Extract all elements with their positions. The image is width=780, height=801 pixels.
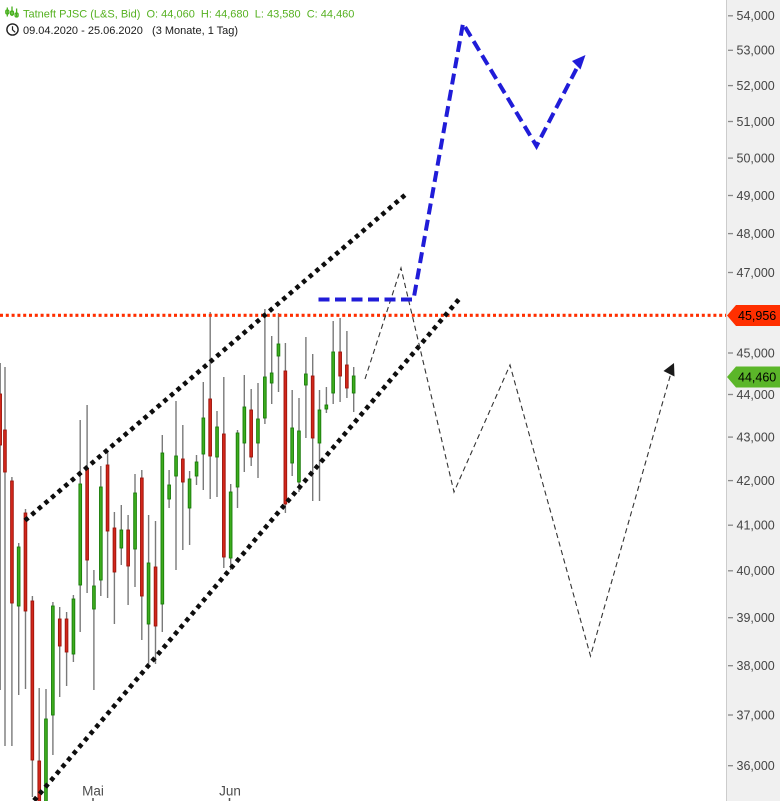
- svg-text:45,956: 45,956: [738, 309, 776, 323]
- svg-text:44,460: 44,460: [738, 371, 776, 385]
- svg-text:47,000: 47,000: [737, 266, 775, 280]
- svg-text:38,000: 38,000: [737, 659, 775, 673]
- svg-text:49,000: 49,000: [737, 189, 775, 203]
- svg-text:42,000: 42,000: [737, 474, 775, 488]
- svg-text:44,000: 44,000: [737, 388, 775, 402]
- svg-text:09.04.2020 - 25.06.2020 (3 M: 09.04.2020 - 25.06.2020 (3 Monate, 1 Tag…: [23, 25, 238, 37]
- svg-text:52,000: 52,000: [737, 79, 775, 93]
- svg-text:48,000: 48,000: [737, 227, 775, 241]
- svg-text:Tatneft PJSC (L&S, Bid) O: 44: Tatneft PJSC (L&S, Bid) O: 44,060 H: 44,…: [23, 9, 354, 21]
- svg-text:45,000: 45,000: [737, 346, 775, 360]
- svg-text:51,000: 51,000: [737, 115, 775, 129]
- svg-text:Mai: Mai: [82, 784, 104, 799]
- svg-text:Jun: Jun: [219, 784, 241, 799]
- svg-text:39,000: 39,000: [737, 611, 775, 625]
- svg-text:36,000: 36,000: [737, 759, 775, 773]
- svg-text:43,000: 43,000: [737, 430, 775, 444]
- svg-text:54,000: 54,000: [737, 9, 775, 23]
- svg-text:41,000: 41,000: [737, 519, 775, 533]
- svg-text:40,000: 40,000: [737, 564, 775, 578]
- svg-text:37,000: 37,000: [737, 708, 775, 722]
- svg-text:53,000: 53,000: [737, 44, 775, 58]
- svg-text:50,000: 50,000: [737, 151, 775, 165]
